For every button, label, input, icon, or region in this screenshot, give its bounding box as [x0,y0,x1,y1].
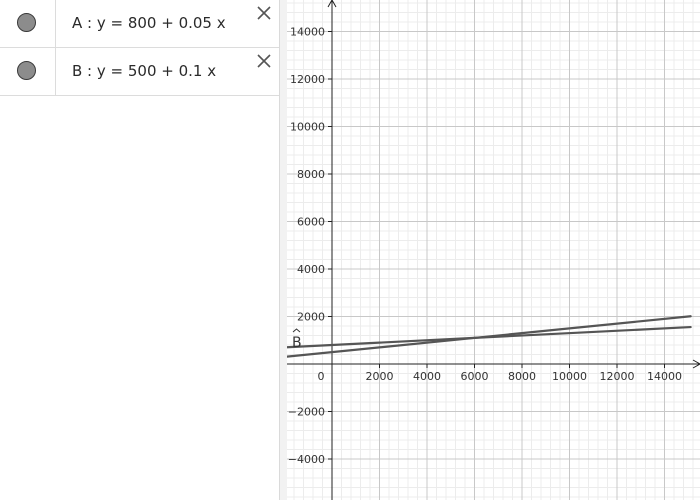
y-tick-label: 4000 [297,263,325,276]
y-tick-label: 2000 [297,311,325,324]
algebra-row-a[interactable]: A : y = 800 + 0.05 x [0,0,279,48]
x-tick-label: 8000 [508,370,536,383]
y-tick-label: 10000 [290,121,325,134]
graphics-view[interactable]: 0 2000 4000 6000 8000 10000 12000 14000 14000 120… [287,0,700,500]
function-line-b [287,315,692,358]
y-tick-label: −4000 [288,453,325,466]
x-axis-arrow [692,359,700,369]
close-icon[interactable] [255,52,273,70]
x-tick-label: 0 [318,370,325,383]
y-tick-label: −2000 [288,406,325,419]
algebra-row-b[interactable]: B : y = 500 + 0.1 x [0,48,279,96]
y-tick-label: 14000 [290,26,325,39]
function-lines [287,315,692,358]
line-labels: B [292,328,302,351]
coordinate-plane[interactable]: 0 2000 4000 6000 8000 10000 12000 14000 14000 120… [287,0,700,500]
x-tick-label: 12000 [600,370,635,383]
line-label-b: B [292,335,302,351]
label-hat-mark [292,328,301,333]
view-divider[interactable] [279,0,287,500]
x-tick-label: 6000 [461,370,489,383]
x-tick-label: 14000 [647,370,682,383]
tick-labels: 0 2000 4000 6000 8000 10000 12000 14000 14000 120… [288,26,682,467]
y-tick-label: 8000 [297,168,325,181]
close-icon[interactable] [255,4,273,22]
y-tick-label: 12000 [290,73,325,86]
visibility-toggle-a[interactable] [17,13,36,32]
y-axis-arrow [327,0,337,8]
algebra-view: A : y = 800 + 0.05 x B : y = 500 + 0.1 x [0,0,279,500]
x-tick-label: 2000 [366,370,394,383]
minor-grid [287,0,700,500]
y-tick-label: 6000 [297,216,325,229]
formula-a[interactable]: A : y = 800 + 0.05 x [72,14,226,32]
marble-cell [0,0,56,47]
marble-cell [0,48,56,95]
formula-b[interactable]: B : y = 500 + 0.1 x [72,62,217,80]
visibility-toggle-b[interactable] [17,61,36,80]
axes [287,0,700,500]
x-tick-label: 10000 [552,370,587,383]
x-tick-label: 4000 [413,370,441,383]
